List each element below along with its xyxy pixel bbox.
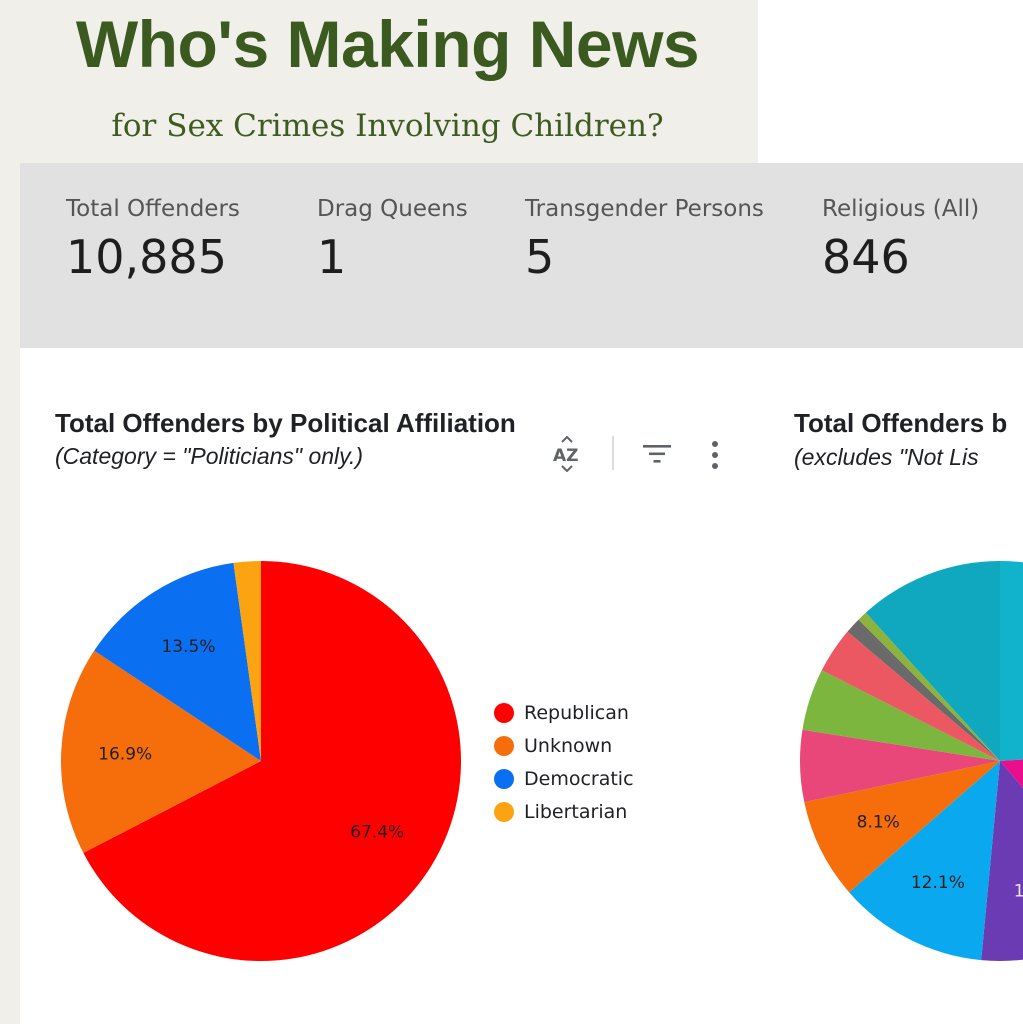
legend-label: Democratic <box>524 767 634 790</box>
pie-slice[interactable] <box>1000 561 1023 761</box>
chart2-title: Total Offenders b <box>794 408 1008 438</box>
scorecard-bar: Total Offenders 10,885 Drag Queens 1 Tra… <box>20 163 1023 348</box>
scorecard-transgender-persons[interactable]: Transgender Persons 5 <box>525 196 764 284</box>
pie-slice[interactable] <box>865 561 1000 761</box>
pie-slice[interactable] <box>1000 748 1023 913</box>
pie-slice[interactable] <box>800 729 1000 803</box>
scorecard-label: Total Offenders <box>66 196 240 222</box>
pie-slice-label: 12.1% <box>911 873 965 893</box>
toolbar-divider <box>612 436 614 470</box>
scorecard-label: Drag Queens <box>317 196 468 222</box>
pie-slice[interactable] <box>233 561 261 761</box>
scorecard-total-offenders[interactable]: Total Offenders 10,885 <box>66 196 240 284</box>
pie-chart-second[interactable]: 12.7% 12.1% 8.1% <box>760 348 1023 1024</box>
scorecard-value: 846 <box>822 230 910 284</box>
legend-item[interactable]: Republican <box>494 696 634 729</box>
header-blank-area <box>758 0 1023 163</box>
pie-slice-label: 12.7% <box>1014 882 1023 902</box>
pie-slice[interactable] <box>981 761 1023 961</box>
legend-label: Libertarian <box>524 800 628 823</box>
chart1-legend: Republican Unknown Democratic Libertaria… <box>494 696 634 828</box>
svg-text:AZ: AZ <box>553 446 578 466</box>
scorecard-label: Transgender Persons <box>525 196 764 222</box>
pie-slice-label: 16.9% <box>98 745 152 765</box>
scorecard-label: Religious (All) <box>822 196 980 222</box>
legend-swatch <box>494 702 514 723</box>
pie-slice[interactable] <box>802 670 1000 761</box>
legend-item[interactable]: Libertarian <box>494 795 634 828</box>
legend-swatch <box>494 801 514 822</box>
chart1-subtitle: (Category = "Politicians" only.) <box>55 443 363 469</box>
legend-label: Republican <box>524 701 629 724</box>
legend-item[interactable]: Unknown <box>494 729 634 762</box>
legend-label: Unknown <box>524 734 613 757</box>
scorecard-value: 1 <box>317 230 347 284</box>
filter-icon[interactable] <box>642 442 672 466</box>
sort-az-icon[interactable]: AZ <box>550 435 584 473</box>
pie-chart-political-affiliation[interactable]: 67.4% 16.9% 13.5% <box>20 348 490 1024</box>
pie-slice-label: 8.1% <box>857 813 900 833</box>
pie-slice[interactable] <box>61 650 261 853</box>
more-vert-icon[interactable] <box>708 440 722 470</box>
scorecard-drag-queens[interactable]: Drag Queens 1 <box>317 196 468 284</box>
scorecard-value: 10,885 <box>66 230 227 284</box>
scorecard-value: 5 <box>525 230 555 284</box>
chart1-title: Total Offenders by Political Affiliation <box>55 408 516 438</box>
pie-slice[interactable] <box>849 761 1000 961</box>
pie-slice[interactable] <box>83 561 462 961</box>
pie-slice[interactable] <box>821 631 1000 761</box>
report-panel: Total Offenders by Political Affiliation… <box>20 348 1023 1024</box>
pie-slice[interactable] <box>94 562 261 761</box>
scorecard-religious[interactable]: Religious (All) 846 <box>822 196 979 284</box>
pie-slice-label: 67.4% <box>350 823 404 843</box>
legend-swatch <box>494 735 514 756</box>
legend-swatch <box>494 768 514 789</box>
page-subtitle: for Sex Crimes Involving Children? <box>111 108 664 144</box>
pie-slice[interactable] <box>858 612 1000 761</box>
page-title: Who's Making News <box>75 7 700 81</box>
legend-item[interactable]: Democratic <box>494 762 634 795</box>
pie-slice-label: 13.5% <box>161 637 215 657</box>
pie-slice[interactable] <box>804 761 1000 893</box>
pie-slice[interactable] <box>847 619 1000 761</box>
chart2-subtitle: (excludes "Not Lis <box>794 444 979 470</box>
